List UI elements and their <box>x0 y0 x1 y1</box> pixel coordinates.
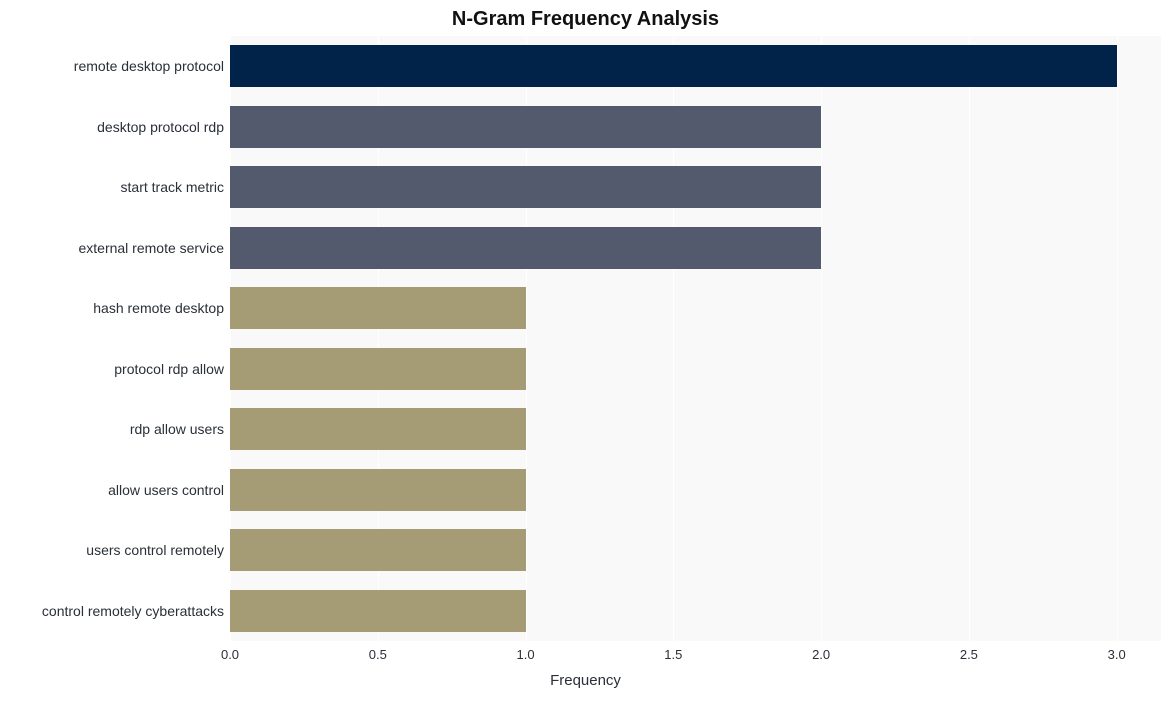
ngram-frequency-chart: N-Gram Frequency Analysis Frequency remo… <box>0 0 1171 701</box>
x-axis-tick-label: 2.0 <box>812 647 830 662</box>
bar <box>230 348 526 390</box>
chart-title: N-Gram Frequency Analysis <box>0 8 1171 31</box>
y-axis-tick-label: users control remotely <box>86 542 224 558</box>
y-axis-tick-label: control remotely cyberattacks <box>42 603 224 619</box>
bar-row <box>230 106 1161 148</box>
y-axis-tick-label: rdp allow users <box>130 421 224 437</box>
bar <box>230 469 526 511</box>
y-axis-tick-label: start track metric <box>121 179 224 195</box>
bar-row <box>230 590 1161 632</box>
bar-row <box>230 408 1161 450</box>
bar-row <box>230 166 1161 208</box>
bar <box>230 287 526 329</box>
y-axis-tick-label: protocol rdp allow <box>114 361 224 377</box>
y-axis-tick-label: allow users control <box>108 482 224 498</box>
x-axis-title: Frequency <box>0 672 1171 689</box>
x-axis-tick-label: 0.5 <box>369 647 387 662</box>
y-axis-tick-label: desktop protocol rdp <box>97 119 224 135</box>
x-axis-tick-label: 1.0 <box>517 647 535 662</box>
bar <box>230 45 1117 87</box>
x-axis-tick-label: 1.5 <box>664 647 682 662</box>
bar <box>230 166 821 208</box>
bar-row <box>230 529 1161 571</box>
plot-area <box>230 36 1161 641</box>
bar-row <box>230 227 1161 269</box>
y-axis-tick-label: external remote service <box>78 240 224 256</box>
bar-row <box>230 287 1161 329</box>
y-axis-tick-label: remote desktop protocol <box>74 58 224 74</box>
bar <box>230 106 821 148</box>
x-axis-tick-label: 3.0 <box>1108 647 1126 662</box>
y-axis-tick-label: hash remote desktop <box>93 300 224 316</box>
bar <box>230 590 526 632</box>
x-axis-tick-label: 0.0 <box>221 647 239 662</box>
bar <box>230 227 821 269</box>
bar-row <box>230 469 1161 511</box>
bar-row <box>230 348 1161 390</box>
bar <box>230 529 526 571</box>
bar-row <box>230 45 1161 87</box>
bar <box>230 408 526 450</box>
x-axis-tick-label: 2.5 <box>960 647 978 662</box>
